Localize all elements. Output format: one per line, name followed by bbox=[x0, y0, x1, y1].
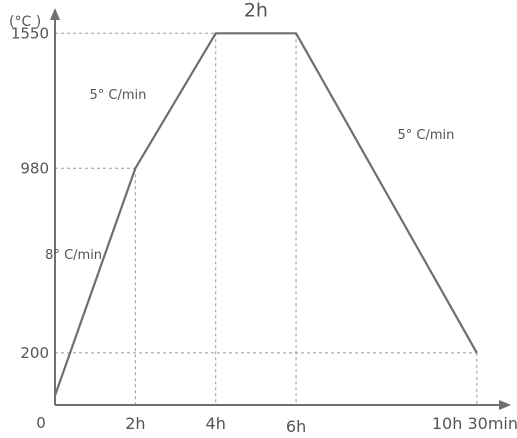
x-tick-label-4h: 4h bbox=[206, 414, 226, 433]
y-tick-label-200: 200 bbox=[20, 344, 49, 362]
origin-label: 0 bbox=[36, 414, 46, 432]
temperature-curve bbox=[53, 32, 478, 396]
labels: 200 980 1550 2h 4h 6h 10h 30min 0 (°C ) 8° C/min 5… bbox=[9, 0, 517, 436]
annotation-heat-1: 8° C/min bbox=[45, 248, 102, 263]
annotation-cool: 5° C/min bbox=[397, 128, 454, 143]
x-tick-label-10h-30min: 10h 30min bbox=[432, 414, 517, 433]
axes bbox=[50, 8, 511, 410]
annotation-heat-2: 5° C/min bbox=[90, 88, 147, 103]
y-axis-arrow-icon bbox=[50, 8, 60, 20]
x-tick-label-6h: 6h bbox=[286, 417, 306, 434]
annotation-hold: 2h bbox=[244, 0, 268, 21]
y-axis-unit-label: (°C ) bbox=[9, 14, 41, 30]
y-tick-label-980: 980 bbox=[20, 159, 49, 177]
x-axis-arrow-icon bbox=[499, 400, 511, 410]
y-tick-label-1550: 1550 bbox=[11, 24, 49, 42]
x-tick-label-2h: 2h bbox=[125, 414, 145, 433]
series bbox=[53, 32, 478, 396]
